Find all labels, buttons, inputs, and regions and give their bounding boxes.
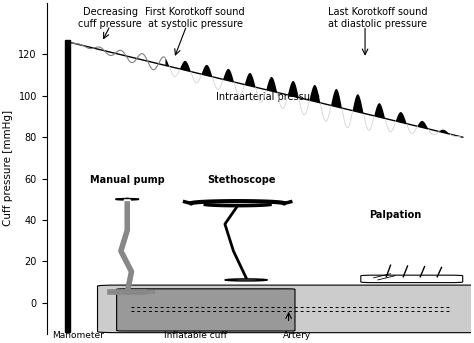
Text: Last Korotkoff sound
at diastolic pressure: Last Korotkoff sound at diastolic pressu…	[328, 7, 428, 28]
Text: Artery: Artery	[283, 331, 311, 340]
Text: Stethoscope: Stethoscope	[208, 175, 276, 185]
Ellipse shape	[116, 199, 139, 200]
Polygon shape	[266, 77, 277, 92]
Polygon shape	[165, 58, 169, 66]
Polygon shape	[353, 94, 364, 113]
Polygon shape	[439, 130, 450, 134]
Text: Manual pump: Manual pump	[90, 175, 164, 185]
Polygon shape	[288, 81, 299, 98]
FancyBboxPatch shape	[361, 275, 463, 283]
Polygon shape	[418, 121, 428, 129]
Polygon shape	[374, 103, 385, 118]
Polygon shape	[180, 61, 191, 71]
Polygon shape	[396, 112, 407, 124]
Circle shape	[225, 279, 267, 281]
Y-axis label: Cuff pressure [mmHg]: Cuff pressure [mmHg]	[3, 110, 13, 226]
Text: Manometer: Manometer	[53, 331, 104, 340]
FancyBboxPatch shape	[117, 289, 295, 331]
Polygon shape	[223, 69, 234, 82]
Text: Intraarterial pressure: Intraarterial pressure	[216, 92, 319, 102]
Text: Palpation: Palpation	[369, 210, 421, 220]
Text: Decreasing
cuff pressure: Decreasing cuff pressure	[78, 7, 142, 28]
FancyBboxPatch shape	[98, 285, 474, 333]
Polygon shape	[331, 89, 342, 108]
Polygon shape	[201, 65, 212, 77]
Polygon shape	[65, 40, 70, 332]
Text: Inflatable cuff: Inflatable cuff	[164, 331, 227, 340]
Polygon shape	[310, 85, 320, 103]
Circle shape	[236, 280, 257, 281]
Text: First Korotkoff sound
at systolic pressure: First Korotkoff sound at systolic pressu…	[146, 7, 245, 28]
Polygon shape	[245, 73, 255, 87]
